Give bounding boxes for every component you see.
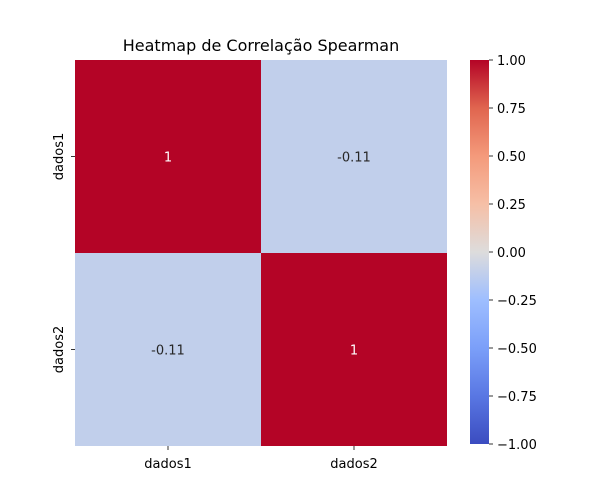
heatmap-cell: [261, 253, 447, 446]
colorbar-tick-label: −0.50: [497, 342, 537, 357]
colorbar-tick-label: −1.00: [497, 438, 537, 453]
y-axis: dados1 dados2: [52, 133, 75, 373]
colorbar: 1.00 0.75 0.50 0.25 0.00 −0.25 −0.50 −0.75 −1.00: [470, 54, 537, 453]
colorbar-tick-label: −0.75: [497, 390, 537, 405]
colorbar-tick-label: 1.00: [497, 54, 526, 69]
y-tick-label: dados1: [52, 133, 67, 180]
x-tick-label: dados2: [330, 457, 377, 472]
cell-annotation: -0.11: [151, 344, 185, 359]
colorbar-tick-label: 0.00: [497, 246, 526, 261]
x-tick-label: dados1: [144, 457, 191, 472]
heatmap-cells: [75, 60, 447, 446]
colorbar-tick-label: 0.50: [497, 150, 526, 165]
cell-annotation: 1: [350, 344, 358, 359]
chart-title: Heatmap de Correlação Spearman: [123, 36, 400, 55]
cell-annotations: 1 -0.11 -0.11 1: [151, 151, 371, 359]
colorbar-tick-label: 0.75: [497, 102, 526, 117]
heatmap-cell: [75, 253, 261, 446]
y-tick-label: dados2: [52, 326, 67, 373]
colorbar-gradient: [470, 60, 489, 444]
heatmap-cell: [75, 60, 261, 253]
x-axis: dados1 dados2: [144, 446, 378, 472]
heatmap-cell: [261, 60, 447, 253]
colorbar-tick-label: 0.25: [497, 198, 526, 213]
colorbar-ticks: 1.00 0.75 0.50 0.25 0.00 −0.25 −0.50 −0.75 −1.00: [489, 54, 537, 453]
cell-annotation: -0.11: [337, 151, 371, 166]
cell-annotation: 1: [164, 151, 172, 166]
colorbar-tick-label: −0.25: [497, 294, 537, 309]
